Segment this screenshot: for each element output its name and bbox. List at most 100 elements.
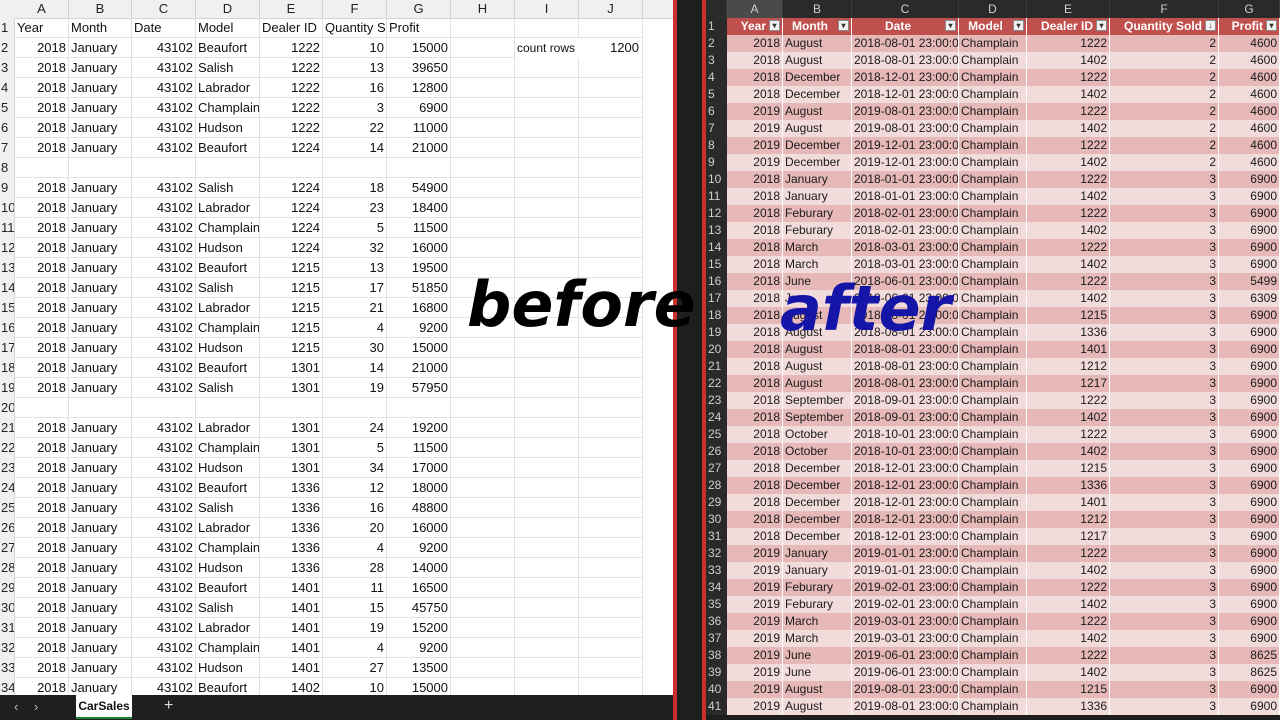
data-cell[interactable]: June [783,664,852,681]
empty-cell[interactable] [579,198,643,218]
data-cell[interactable]: August [783,52,852,69]
empty-cell[interactable] [579,598,643,618]
data-cell[interactable]: Salish [196,498,260,518]
data-cell[interactable]: 1215 [260,278,323,298]
header-cell[interactable]: Quantity S [323,18,387,38]
data-cell[interactable]: 2018 [727,341,783,358]
column-header-a[interactable]: A [15,0,69,18]
data-cell[interactable]: Champlain [959,375,1027,392]
next-sheet-icon[interactable]: › [34,699,39,714]
row-number[interactable]: 30 [706,511,727,528]
data-cell[interactable]: Champlain [959,273,1027,290]
data-cell[interactable]: September [783,392,852,409]
data-cell[interactable]: 1301 [260,458,323,478]
data-cell[interactable]: Champlain [959,494,1027,511]
data-cell[interactable]: 2019 [727,613,783,630]
data-cell[interactable]: 12 [323,478,387,498]
data-cell[interactable]: January [69,58,132,78]
data-cell[interactable]: 43102 [132,418,196,438]
row-number[interactable]: 9 [706,154,727,171]
data-cell[interactable]: 19 [323,618,387,638]
data-cell[interactable]: 2018-08-01 23:00:00 [852,307,959,324]
data-cell[interactable]: 43102 [132,598,196,618]
row-number[interactable]: 21 [706,358,727,375]
data-cell[interactable]: 1402 [1027,222,1110,239]
data-cell[interactable]: 1215 [260,258,323,278]
data-cell[interactable]: 1401 [260,578,323,598]
data-cell[interactable]: 43102 [132,298,196,318]
data-cell[interactable]: January [783,171,852,188]
row-number[interactable]: 34 [706,579,727,596]
data-cell[interactable]: 6900 [1219,579,1280,596]
empty-cell[interactable] [515,398,579,418]
data-cell[interactable]: Beaufort [196,478,260,498]
data-cell[interactable]: 3 [1110,290,1219,307]
row-number[interactable]: 22 [706,375,727,392]
empty-cell[interactable] [451,98,515,118]
data-cell[interactable]: 6900 [1219,460,1280,477]
data-cell[interactable]: December [783,477,852,494]
data-cell[interactable]: 3 [1110,613,1219,630]
data-cell[interactable]: 27 [323,658,387,678]
data-cell[interactable]: 2018-08-01 23:00:00 [852,375,959,392]
row-number[interactable]: 4 [706,69,727,86]
data-cell[interactable]: 1222 [260,58,323,78]
data-cell[interactable]: Champlain [959,698,1027,715]
data-cell[interactable] [132,398,196,418]
data-cell[interactable]: 6900 [1219,681,1280,698]
row-number[interactable]: 28 [0,558,15,578]
data-cell[interactable]: 2018 [727,426,783,443]
data-cell[interactable]: 6900 [1219,307,1280,324]
data-cell[interactable]: 2 [1110,103,1219,120]
column-header-e[interactable]: E [1027,0,1110,18]
empty-cell[interactable] [579,378,643,398]
data-cell[interactable]: 2 [1110,137,1219,154]
data-cell[interactable]: 1336 [1027,477,1110,494]
row-number[interactable]: 14 [0,278,15,298]
data-cell[interactable]: September [783,409,852,426]
data-cell[interactable]: 43102 [132,198,196,218]
data-cell[interactable]: 1212 [1027,358,1110,375]
table-header-cell[interactable]: Year ▾ [727,18,783,35]
empty-cell[interactable] [579,558,643,578]
data-cell[interactable]: 6900 [1219,341,1280,358]
data-cell[interactable]: 1402 [1027,188,1110,205]
empty-cell[interactable] [515,258,579,278]
row-number[interactable]: 16 [0,318,15,338]
data-cell[interactable]: 28 [323,558,387,578]
row-number[interactable]: 6 [706,103,727,120]
data-cell[interactable]: 2018 [15,258,69,278]
data-cell[interactable]: 2018-08-01 23:00:00 [852,341,959,358]
data-cell[interactable]: 57950 [387,378,451,398]
data-cell[interactable]: Hudson [196,238,260,258]
empty-cell[interactable] [451,478,515,498]
empty-cell[interactable] [451,218,515,238]
empty-cell[interactable] [579,398,643,418]
data-cell[interactable]: 11500 [387,218,451,238]
data-cell[interactable]: 1222 [1027,579,1110,596]
data-cell[interactable]: 3 [1110,528,1219,545]
data-cell[interactable]: 3 [1110,596,1219,613]
data-cell[interactable]: January [69,638,132,658]
data-cell[interactable]: Hudson [196,458,260,478]
data-cell[interactable]: 1402 [1027,596,1110,613]
empty-cell[interactable] [451,438,515,458]
data-cell[interactable]: 3 [1110,647,1219,664]
data-cell[interactable]: 1212 [1027,511,1110,528]
data-cell[interactable]: January [69,458,132,478]
data-cell[interactable]: 21000 [387,358,451,378]
row-number[interactable]: 12 [0,238,15,258]
data-cell[interactable]: 16500 [387,578,451,598]
filter-dropdown-icon[interactable]: ▾ [769,20,780,31]
data-cell[interactable]: 3 [1110,307,1219,324]
header-cell[interactable]: Year [15,18,69,38]
data-cell[interactable]: 16000 [387,518,451,538]
data-cell[interactable]: Champlain [959,52,1027,69]
row-number[interactable]: 9 [0,178,15,198]
data-cell[interactable]: 3 [1110,426,1219,443]
data-cell[interactable]: 43102 [132,478,196,498]
empty-cell[interactable] [515,138,579,158]
data-cell[interactable]: December [783,528,852,545]
empty-cell[interactable] [451,58,515,78]
data-cell[interactable]: August [783,681,852,698]
